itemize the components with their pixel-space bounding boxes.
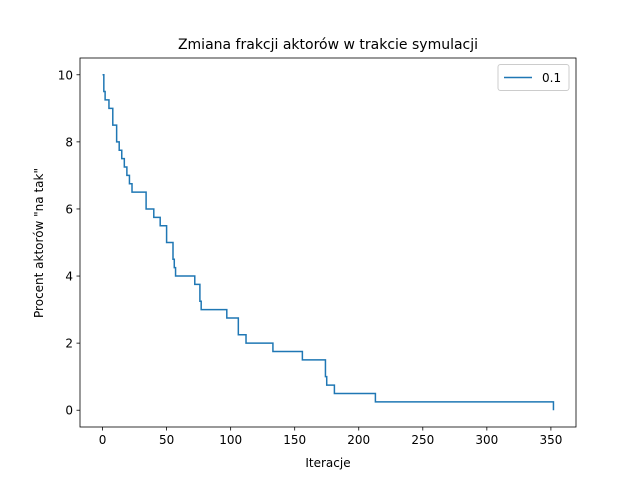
x-tick-label: 0 [99, 433, 107, 447]
x-axis-label: Iteracje [305, 456, 350, 470]
chart-title: Zmiana frakcji aktorów w trakcie symulac… [178, 37, 478, 53]
y-axis-label: Procent aktorów "na tak" [32, 168, 46, 318]
y-tick-label: 10 [58, 68, 73, 82]
series-line-0 [102, 74, 555, 411]
y-tick-label: 4 [65, 270, 73, 284]
x-tick-label: 250 [411, 433, 434, 447]
legend: 0.1 [497, 64, 570, 91]
y-tick-label: 8 [65, 135, 73, 149]
x-tick-label: 350 [539, 433, 562, 447]
legend-box [497, 64, 570, 91]
legend-label: 0.1 [542, 71, 561, 85]
y-tick-label: 6 [65, 202, 73, 216]
plot-frame [79, 57, 577, 428]
x-tick-label: 200 [347, 433, 370, 447]
x-tick-label: 150 [283, 433, 306, 447]
x-tick-label: 300 [475, 433, 498, 447]
plot-area: 0 50 100 150 200 250 300 350 0 2 4 6 8 10 0.1 [58, 57, 577, 447]
x-tick-label: 50 [159, 433, 174, 447]
y-tick-label: 0 [65, 404, 73, 418]
x-tick-label: 100 [219, 433, 242, 447]
y-tick-label: 2 [65, 337, 73, 351]
